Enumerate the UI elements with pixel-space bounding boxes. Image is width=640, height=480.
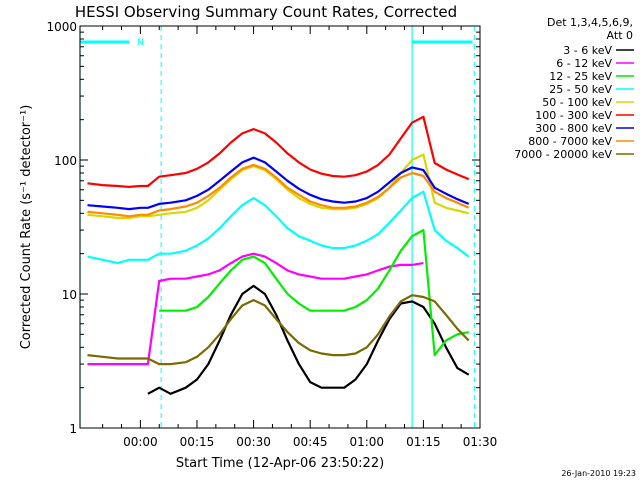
flag-bar-label: N (137, 38, 144, 48)
legend-label: 12 - 25 keV (549, 70, 612, 83)
y-tick-label: 10 (62, 288, 77, 302)
series-line-2 (87, 252, 424, 366)
plot-area: N (79, 26, 475, 428)
y-tick-label: 1 (69, 422, 77, 436)
x-tick-label: 01:15 (406, 435, 441, 449)
x-tick-label: 00:00 (123, 435, 158, 449)
series-line-5 (87, 153, 469, 219)
legend-label: 100 - 300 keV (535, 109, 612, 122)
legend-label: 300 - 800 keV (535, 122, 612, 135)
legend-header-attenuator: Att 0 (607, 29, 633, 42)
series-line-9 (87, 294, 470, 366)
x-tick-label: 01:00 (349, 435, 384, 449)
series-line-6 (87, 115, 470, 188)
axes: 00:00 00:15 00:30 00:45 01:00 01:15 01:30 1 10 10… (46, 20, 497, 449)
x-tick-label: 00:30 (236, 435, 271, 449)
legend-label: 7000 - 20000 keV (514, 148, 612, 161)
legend-header-detectors: Det 1,3,4,5,6,9, (547, 16, 633, 29)
legend-label: 50 - 100 keV (542, 96, 612, 109)
y-axis-label: Corrected Count Rate (s⁻¹ detector⁻¹) (19, 105, 34, 350)
series-line-4 (87, 190, 470, 265)
series-line-8 (87, 163, 470, 218)
y-tick-label: 1000 (46, 20, 77, 34)
chart-title: HESSI Observing Summary Count Rates, Cor… (75, 3, 457, 21)
x-tick-label: 00:45 (293, 435, 328, 449)
x-axis-label: Start Time (12-Apr-06 23:50:22) (176, 456, 384, 471)
plot-frame (79, 25, 481, 429)
legend-label: 6 - 12 keV (556, 57, 612, 70)
series-line-7 (87, 156, 470, 211)
legend-label: 800 - 7000 keV (528, 135, 612, 148)
series-line-3 (159, 229, 469, 357)
y-tick-label: 100 (54, 154, 77, 168)
x-tick-label: 00:15 (180, 435, 215, 449)
series-line-1 (147, 284, 470, 395)
plot-timestamp: 26-Jan-2010 19:23 (561, 469, 636, 478)
x-tick-label: 01:30 (463, 435, 498, 449)
legend-label: 3 - 6 keV (563, 44, 612, 57)
legend-label: 25 - 50 keV (549, 83, 612, 96)
